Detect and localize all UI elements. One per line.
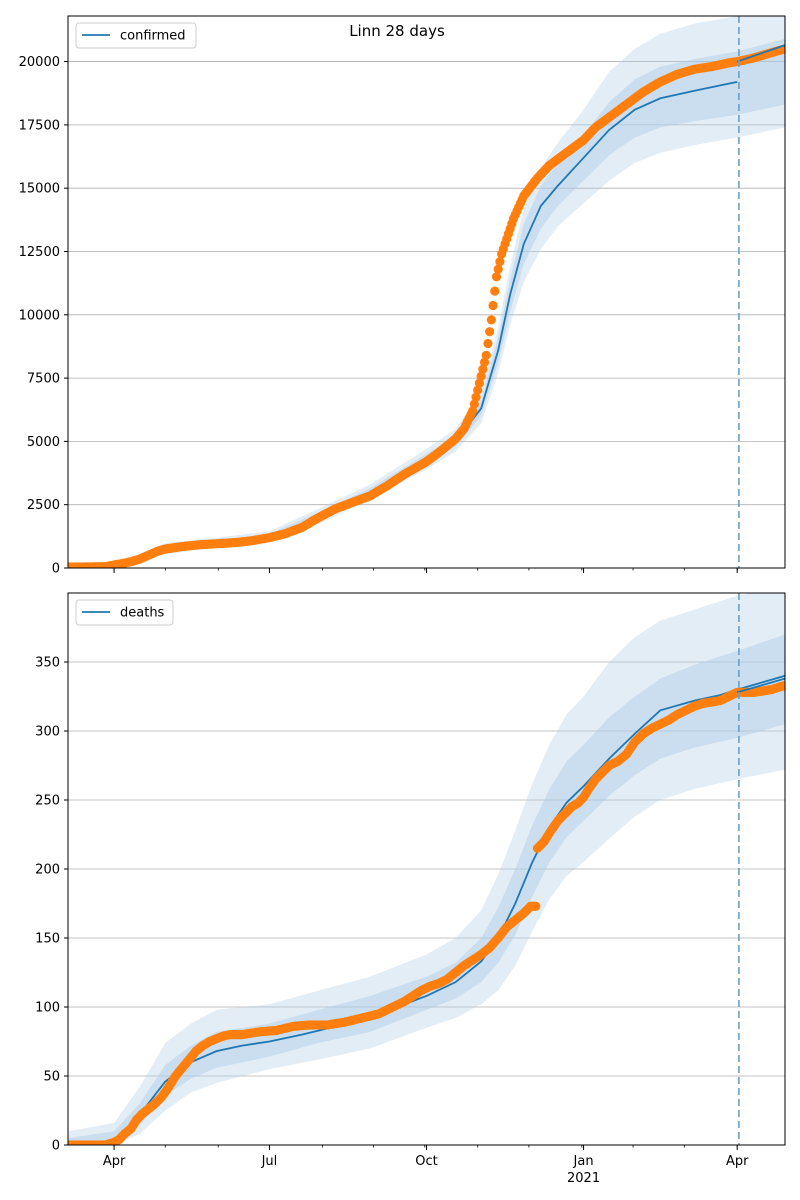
y-tick-label: 7500	[27, 372, 60, 387]
observed-points	[68, 44, 785, 568]
deaths-axes: 0 50 100 150 200 250 300 350 Apr Jul Oct Jan 2021 Apr…	[35, 592, 786, 1186]
y-tick-label: 150	[35, 932, 60, 947]
outer-interval-band	[68, 16, 785, 568]
y-tick-label: 20000	[19, 55, 60, 70]
x-tick-label: Apr	[726, 1154, 749, 1169]
y-tick-label: 5000	[27, 435, 60, 450]
x-tick-label: Jan	[573, 1154, 594, 1169]
observed-point	[491, 272, 502, 282]
observed-point	[485, 327, 495, 337]
observed-point	[467, 406, 478, 416]
x-tick-label: Apr	[103, 1154, 126, 1169]
y-tick-label: 200	[35, 863, 60, 878]
y-tick-label: 50	[43, 1070, 60, 1085]
y-tick-label: 100	[35, 1001, 60, 1016]
observed-point	[780, 680, 785, 691]
observed-point	[471, 392, 481, 402]
observed-point	[473, 385, 483, 395]
legend-label: deaths	[120, 606, 165, 621]
observed-point	[495, 257, 505, 267]
y-tick-label: 350	[35, 656, 60, 671]
confirmed-axes: 0 2500 5000 7500 10000 12500 15000 17500 20000 co…	[19, 15, 786, 577]
observed-point	[479, 357, 490, 367]
legend-label: confirmed	[120, 29, 186, 44]
observed-point	[478, 364, 488, 374]
y-tick-label: 300	[35, 725, 60, 740]
observed-points	[68, 680, 785, 1145]
outer-interval-band	[68, 593, 785, 1145]
observed-point	[476, 371, 486, 381]
observed-point	[490, 286, 500, 296]
observed-point	[483, 338, 493, 349]
y-tick-label: 10000	[19, 308, 60, 323]
observed-point	[474, 378, 485, 388]
chart-title: Linn 28 days	[349, 22, 445, 40]
inner-interval-band	[68, 38, 785, 568]
y-tick-label: 0	[52, 562, 60, 577]
y-tick-label: 17500	[19, 118, 60, 133]
observed-point	[469, 399, 479, 409]
observed-point	[531, 901, 541, 911]
legend: confirmed	[75, 22, 197, 49]
observed-point	[486, 315, 496, 325]
forecast-line	[736, 677, 785, 694]
y-tick-label: 12500	[19, 245, 60, 260]
x-tick-label: Oct	[415, 1154, 437, 1169]
y-tick-label: 0	[52, 1139, 60, 1154]
observed-point	[488, 300, 498, 311]
y-tick-label: 250	[35, 794, 60, 809]
legend: deaths	[75, 599, 174, 626]
y-tick-label: 2500	[27, 498, 60, 513]
x-tick-label: Jul	[261, 1154, 278, 1169]
model-line	[68, 674, 785, 1145]
forecast-line	[736, 44, 785, 63]
x-tick-sublabel: 2021	[567, 1171, 600, 1186]
observed-point	[481, 350, 491, 360]
observed-point	[493, 264, 503, 274]
y-tick-label: 15000	[19, 182, 60, 197]
